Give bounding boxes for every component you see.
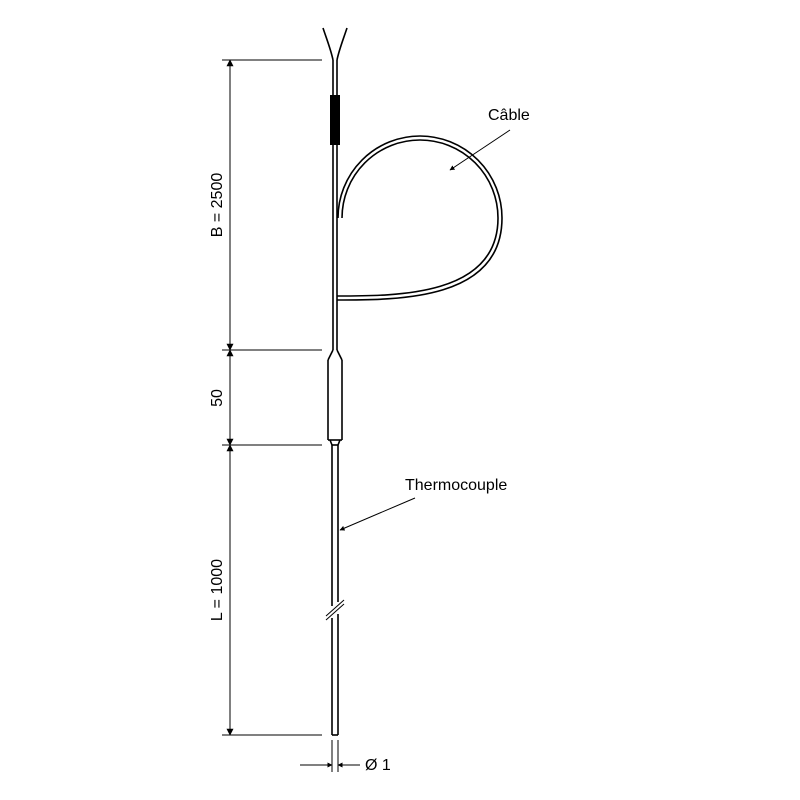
- cable-leads: [323, 28, 347, 60]
- cable: [333, 60, 502, 350]
- dimension-diameter-label: Ø 1: [365, 757, 391, 774]
- cable-ferrule: [330, 95, 340, 145]
- annotation-set: Câble Thermocouple: [340, 107, 530, 530]
- annotation-cable: Câble: [450, 107, 530, 170]
- annotation-thermocouple-label: Thermocouple: [405, 477, 507, 494]
- annotation-thermocouple: Thermocouple: [340, 477, 507, 530]
- dimension-L-label: L = 1000: [209, 559, 226, 621]
- transition-sleeve: [328, 350, 342, 445]
- dimension-L: L = 1000: [209, 445, 230, 735]
- dimension-50-label: 50: [209, 389, 226, 407]
- dimension-set: L = 1000 50 B = 2500 Ø 1: [209, 60, 391, 774]
- sensor-drawing: [323, 28, 502, 735]
- dimension-B: B = 2500: [209, 60, 230, 350]
- dimension-diameter: Ø 1: [300, 740, 391, 774]
- thermocouple-probe: [326, 445, 344, 735]
- dimension-50: 50: [209, 350, 230, 445]
- annotation-cable-label: Câble: [488, 107, 530, 124]
- dimension-B-label: B = 2500: [209, 173, 226, 238]
